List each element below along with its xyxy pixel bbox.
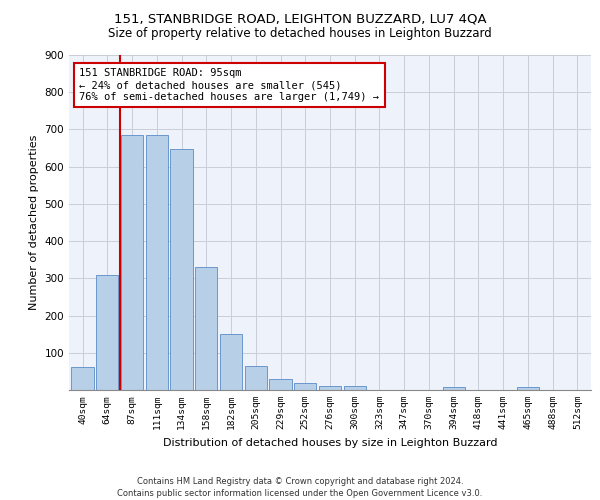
Bar [319,386,341,390]
Text: 151, STANBRIDGE ROAD, LEIGHTON BUZZARD, LU7 4QA: 151, STANBRIDGE ROAD, LEIGHTON BUZZARD, … [113,12,487,26]
Bar [245,366,267,390]
Bar [443,387,465,390]
Bar [517,387,539,390]
Bar [71,367,94,390]
Bar [96,274,118,390]
Bar [294,382,316,390]
X-axis label: Distribution of detached houses by size in Leighton Buzzard: Distribution of detached houses by size … [163,438,497,448]
Bar [146,135,168,390]
Y-axis label: Number of detached properties: Number of detached properties [29,135,39,310]
Text: Size of property relative to detached houses in Leighton Buzzard: Size of property relative to detached ho… [108,28,492,40]
Bar [170,149,193,390]
Bar [344,386,366,390]
Bar [269,379,292,390]
Text: Contains HM Land Registry data © Crown copyright and database right 2024.
Contai: Contains HM Land Registry data © Crown c… [118,476,482,498]
Bar [121,135,143,390]
Bar [220,334,242,390]
Bar [195,267,217,390]
Text: 151 STANBRIDGE ROAD: 95sqm
← 24% of detached houses are smaller (545)
76% of sem: 151 STANBRIDGE ROAD: 95sqm ← 24% of deta… [79,68,379,102]
